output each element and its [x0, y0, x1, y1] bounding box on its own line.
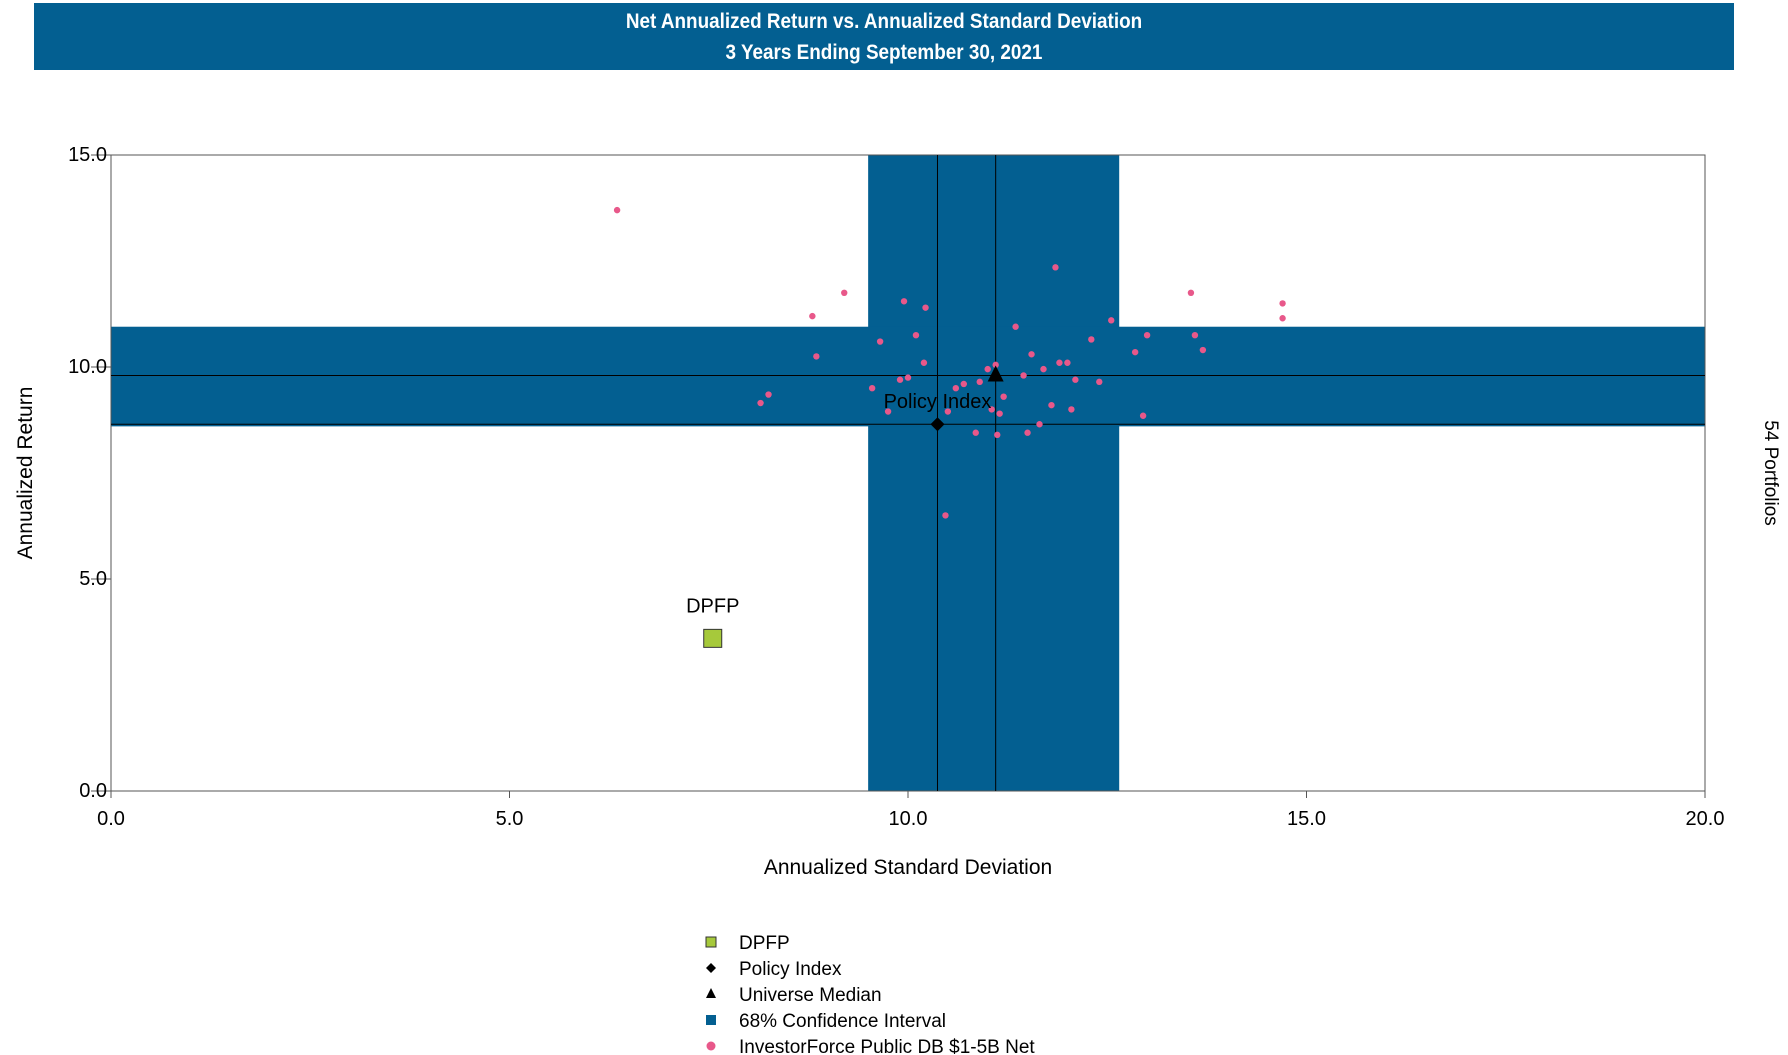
x-axis-title: Annualized Standard Deviation [764, 856, 1052, 879]
legend-label: Universe Median [739, 985, 882, 1006]
universe-point [1199, 346, 1207, 354]
dpfp-label: DPFP [686, 595, 739, 617]
universe-point [1040, 365, 1047, 373]
universe-point [868, 385, 876, 392]
universe-point [1064, 359, 1071, 366]
universe-point [1056, 359, 1063, 366]
universe-point [1028, 351, 1035, 358]
legend-policy-index-symbol [706, 963, 716, 973]
y-tick-label: 15.0 [68, 144, 107, 166]
universe-median-marker [987, 365, 1004, 382]
y-tick-label: 0.0 [79, 780, 107, 802]
universe-point [900, 298, 908, 305]
universe-point [1088, 336, 1095, 343]
legend-label: DPFP [739, 933, 790, 954]
universe-point [896, 376, 904, 383]
universe-point [996, 410, 1003, 417]
universe-point [1072, 376, 1079, 383]
universe-point [809, 312, 816, 320]
universe-point [1279, 315, 1286, 322]
legend-label: 68% Confidence Interval [739, 1011, 946, 1032]
universe-point [841, 289, 848, 296]
universe-point [988, 406, 995, 413]
legend-label: InvestorForce Public DB $1-5B Net [739, 1037, 1035, 1055]
universe-point [613, 206, 621, 214]
y-axis-title: Annualized Return [14, 387, 37, 560]
universe-point [912, 332, 920, 339]
universe-point [1024, 429, 1031, 436]
universe-point [876, 338, 884, 345]
universe-point [1068, 406, 1075, 413]
universe-point [994, 431, 1001, 439]
x-tick-label: 15.0 [1287, 808, 1326, 830]
universe-point [765, 391, 772, 398]
universe-point [1048, 401, 1055, 409]
universe-point [952, 385, 960, 392]
policy-index-marker [930, 417, 945, 432]
chart-subtitle: 3 Years Ending September 30, 2021 [725, 41, 1043, 64]
portfolio-count-label: 54 Portfolios [1760, 420, 1781, 526]
universe-point [922, 304, 929, 311]
universe-point [976, 378, 983, 386]
universe-point [1131, 348, 1139, 356]
universe-point [992, 361, 999, 369]
universe-point [1096, 378, 1103, 386]
chart-title: Net Annualized Return vs. Annualized Sta… [625, 10, 1143, 33]
universe-point [813, 353, 820, 360]
x-tick-label: 10.0 [889, 808, 928, 830]
x-tick-label: 20.0 [1686, 808, 1725, 830]
universe-point [1012, 323, 1019, 330]
y-tick-label: 10.0 [68, 356, 107, 378]
universe-point [1187, 289, 1195, 296]
universe-point [960, 380, 967, 388]
universe-point [1279, 300, 1286, 307]
universe-point [1020, 372, 1027, 379]
universe-point [920, 359, 928, 366]
universe-point [757, 399, 764, 407]
universe-point [1191, 332, 1199, 339]
universe-point [942, 512, 949, 519]
x-tick-label: 5.0 [496, 808, 524, 830]
universe-point [944, 408, 952, 415]
y-tick-label: 5.0 [79, 568, 107, 590]
universe-point [1000, 393, 1007, 400]
chart-title-band: Net Annualized Return vs. Annualized Sta… [34, 3, 1734, 70]
universe-point [1036, 421, 1043, 428]
universe-point [1143, 332, 1151, 339]
universe-point [904, 374, 912, 381]
confidence-band-vertical [868, 155, 1120, 791]
legend-universe-median-symbol [706, 988, 716, 998]
legend-label: Policy Index [739, 959, 842, 980]
legend-universe-symbol [706, 1041, 716, 1051]
universe-point [972, 429, 979, 436]
legend-dpfp-symbol [705, 936, 717, 948]
legend-confidence-symbol [706, 1015, 716, 1025]
universe-point [984, 365, 991, 373]
universe-point [1139, 412, 1147, 419]
x-tick-label: 0.0 [97, 808, 125, 830]
policy-index-label: Policy Index [884, 391, 992, 413]
universe-point [1108, 317, 1115, 324]
universe-point [884, 408, 892, 415]
universe-point [1052, 264, 1059, 271]
dpfp-marker [703, 628, 723, 648]
